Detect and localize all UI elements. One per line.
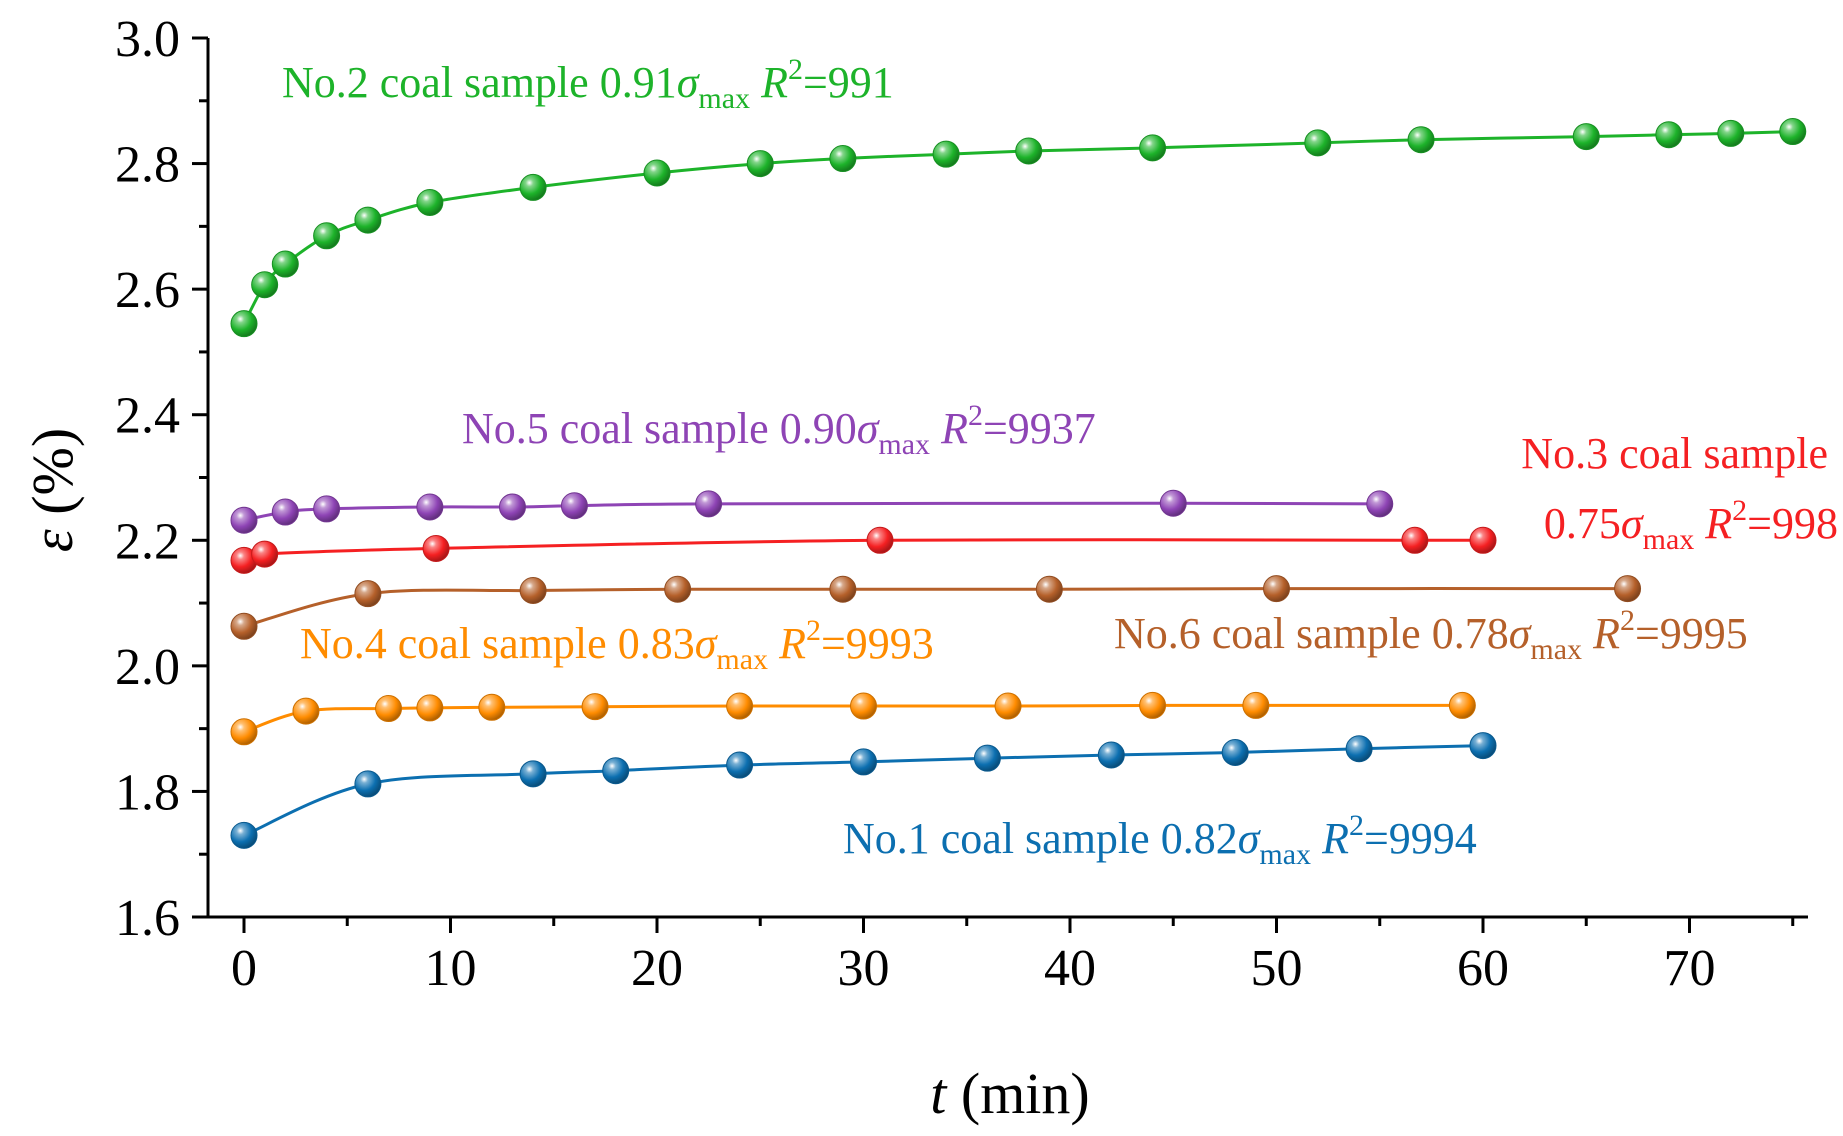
- data-point-s6: [1035, 575, 1063, 603]
- data-point-s3: [1401, 526, 1429, 554]
- data-point-s1: [519, 760, 547, 788]
- data-point-s2: [519, 173, 547, 201]
- data-point-s1: [726, 751, 754, 779]
- data-point-s4: [478, 693, 506, 721]
- curve-s2: [242, 130, 1793, 325]
- x-tick-label: 60: [1457, 940, 1509, 997]
- x-tick-label: 10: [425, 940, 477, 997]
- data-point-s4: [416, 694, 444, 722]
- y-tick-label: 1.8: [115, 764, 180, 821]
- y-tick-label: 2.4: [115, 388, 180, 445]
- data-point-s1: [1097, 741, 1125, 769]
- annotation-s3: No.3 coal sample: [1521, 429, 1828, 478]
- data-point-s2: [746, 150, 774, 178]
- data-point-s2: [1655, 121, 1683, 149]
- data-point-s2: [1779, 118, 1807, 146]
- data-point-s2: [1572, 123, 1600, 151]
- y-tick-label: 2.2: [115, 513, 180, 570]
- data-point-s5: [230, 506, 258, 534]
- annotation-s6: No.6 coal sample 0.78σmax R2=9995: [1114, 604, 1748, 666]
- data-point-s4: [994, 692, 1022, 720]
- data-point-s1: [1469, 732, 1497, 760]
- data-point-s6: [354, 580, 382, 608]
- data-point-s3: [1469, 526, 1497, 554]
- x-tick-label: 0: [231, 940, 257, 997]
- data-point-s4: [850, 692, 877, 720]
- data-point-s5: [416, 493, 444, 521]
- data-point-s3: [866, 526, 894, 554]
- data-point-s1: [1221, 739, 1249, 767]
- series-annotations: No.2 coal sample 0.91σmax R2=991 No.5 coa…: [282, 53, 1838, 871]
- data-point-s1: [230, 821, 258, 849]
- data-point-s3: [251, 540, 279, 568]
- y-tick-label: 2.6: [115, 262, 180, 319]
- annotation-s5: No.5 coal sample 0.90σmax R2=9937: [462, 399, 1096, 461]
- y-tick-label: 2.8: [115, 137, 180, 194]
- x-tick-label: 20: [631, 940, 683, 997]
- data-point-s1: [354, 770, 382, 798]
- y-tick-label: 2.0: [115, 639, 180, 696]
- data-point-s4: [1139, 691, 1167, 719]
- data-point-s2: [313, 222, 341, 250]
- data-point-s6: [230, 612, 258, 640]
- data-point-s5: [498, 493, 526, 521]
- data-point-s5: [1159, 489, 1187, 517]
- data-point-s2: [354, 206, 382, 234]
- data-point-s1: [602, 757, 630, 785]
- annotation-s2: No.2 coal sample 0.91σmax R2=991: [282, 53, 894, 115]
- data-point-s4: [726, 692, 754, 720]
- x-tick-label: 40: [1044, 940, 1096, 997]
- data-point-s1: [850, 748, 877, 776]
- data-point-s5: [695, 490, 723, 518]
- y-axis-title: ε (%): [20, 428, 85, 552]
- data-point-s5: [1366, 490, 1394, 518]
- annotation-s1: No.1 coal sample 0.82σmax R2=9994: [843, 809, 1477, 871]
- data-point-s3: [422, 534, 450, 562]
- annotation-s3: 0.75σmax R2=998: [1544, 494, 1838, 556]
- y-tick-label: 3.0: [115, 11, 180, 68]
- data-point-s2: [829, 145, 857, 173]
- data-point-s2: [1139, 134, 1167, 162]
- y-tick-label: 1.6: [115, 890, 180, 947]
- data-point-s5: [313, 495, 341, 523]
- data-point-s1: [1345, 735, 1373, 763]
- data-point-s5: [271, 498, 299, 526]
- data-point-s5: [560, 492, 588, 520]
- data-point-s2: [1407, 126, 1435, 154]
- x-tick-label: 70: [1664, 940, 1716, 997]
- data-point-s6: [519, 577, 547, 605]
- axes: 1.6 1.8 2.0 2.2 2.4 2.6 2.8 3.0 0 10 20 30 40 50 60 70: [115, 11, 1808, 997]
- data-point-s2: [251, 271, 279, 299]
- data-point-s2: [1015, 137, 1043, 165]
- data-point-s6: [1263, 575, 1290, 603]
- data-point-s1: [973, 744, 1001, 772]
- data-point-s2: [1717, 119, 1745, 147]
- annotation-s4: No.4 coal sample 0.83σmax R2=9993: [300, 614, 934, 676]
- data-point-s6: [829, 575, 857, 603]
- data-point-s2: [230, 310, 258, 338]
- data-point-s2: [1304, 129, 1332, 157]
- x-axis-title: t (min): [930, 1061, 1089, 1126]
- data-points: [230, 118, 1807, 849]
- data-point-s4: [1242, 691, 1270, 719]
- data-point-s4: [230, 718, 258, 746]
- x-tick-label: 30: [838, 940, 890, 997]
- data-point-s2: [271, 250, 299, 278]
- data-point-s2: [643, 159, 671, 187]
- x-tick-label: 50: [1251, 940, 1303, 997]
- data-point-s4: [581, 693, 609, 721]
- data-point-s6: [1614, 575, 1642, 603]
- data-point-s2: [416, 188, 444, 216]
- fitted-curves: [242, 130, 1793, 837]
- data-point-s4: [1448, 691, 1476, 719]
- data-point-s4: [375, 695, 403, 723]
- data-point-s6: [664, 575, 692, 603]
- curve-s5: [243, 501, 1380, 522]
- data-point-s4: [292, 697, 320, 725]
- data-point-s2: [932, 140, 960, 168]
